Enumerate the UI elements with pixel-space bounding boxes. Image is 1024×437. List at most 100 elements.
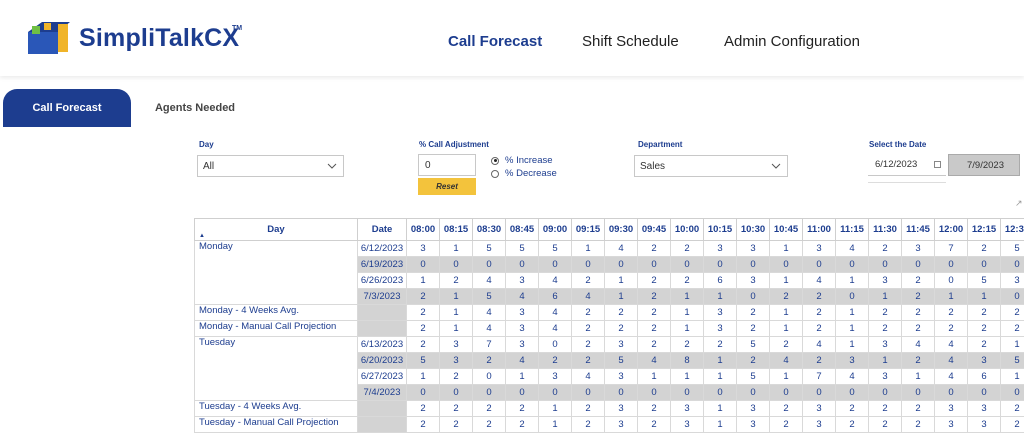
summary-row: Tuesday - Manual Call Projection 2 2 2 2 1 2 3 2…: [194, 416, 1024, 433]
value-cell: 3: [967, 400, 1001, 417]
value-cell: 0: [406, 256, 440, 273]
value-cell: 0: [736, 288, 770, 305]
value-cell: 3: [736, 272, 770, 289]
value-cell: 1: [604, 272, 638, 289]
select-date-label: Select the Date: [869, 140, 927, 149]
value-cell: 4: [604, 240, 638, 257]
column-header-time[interactable]: 08:45: [505, 218, 539, 241]
column-header-time[interactable]: 09:00: [538, 218, 572, 241]
value-cell: 1: [439, 240, 473, 257]
value-cell: 5: [472, 240, 506, 257]
radio-unselected-icon: [491, 169, 499, 178]
value-cell: 3: [604, 336, 638, 353]
column-header-time[interactable]: 09:15: [571, 218, 605, 241]
value-cell: 0: [538, 256, 572, 273]
value-cell: 6: [703, 272, 737, 289]
column-header-time[interactable]: 09:30: [604, 218, 638, 241]
date-cell: 6/19/2023: [357, 256, 407, 273]
value-cell: 0: [1000, 256, 1024, 273]
day-dropdown[interactable]: All: [197, 155, 344, 177]
column-header-time[interactable]: 09:45: [637, 218, 671, 241]
value-cell: 2: [868, 240, 902, 257]
increase-radio[interactable]: % Increase: [491, 155, 553, 166]
department-dropdown[interactable]: Sales: [634, 155, 788, 177]
value-cell: 0: [538, 384, 572, 401]
table-row: 7/4/2023 0 0 0 0 0 0 0 0 0 0 0 0 0 0 0 0 0 0 0: [195, 384, 1024, 401]
value-cell: 0: [802, 256, 836, 273]
date-cell: [357, 416, 407, 433]
value-cell: 3: [703, 320, 737, 337]
logo-trademark: TM: [232, 25, 243, 32]
decrease-radio[interactable]: % Decrease: [491, 168, 557, 179]
tab-agents-needed[interactable]: Agents Needed: [154, 102, 236, 114]
column-header-time[interactable]: 10:45: [769, 218, 803, 241]
value-cell: 2: [802, 320, 836, 337]
value-cell: 1: [406, 272, 440, 289]
value-cell: 0: [967, 384, 1001, 401]
nav-shift-schedule[interactable]: Shift Schedule: [582, 33, 679, 50]
value-cell: 3: [670, 416, 704, 433]
value-cell: 5: [538, 240, 572, 257]
value-cell: 0: [637, 384, 671, 401]
column-header-time[interactable]: 10:00: [670, 218, 704, 241]
reset-button[interactable]: Reset: [418, 178, 476, 195]
logo-text: SimpliTalkCX: [79, 24, 240, 52]
column-header-time[interactable]: 08:30: [472, 218, 506, 241]
nav-admin-configuration[interactable]: Admin Configuration: [724, 33, 860, 50]
app-logo[interactable]: SimpliTalkCX TM: [24, 14, 254, 60]
value-cell: 3: [868, 272, 902, 289]
value-cell: 2: [637, 400, 671, 417]
value-cell: 1: [1000, 336, 1024, 353]
value-cell: 0: [571, 256, 605, 273]
column-header-time[interactable]: 12:30: [1000, 218, 1024, 241]
value-cell: 2: [604, 304, 638, 321]
value-cell: 2: [472, 416, 506, 433]
column-header-time[interactable]: 11:00: [802, 218, 836, 241]
value-cell: 3: [703, 240, 737, 257]
value-cell: 0: [769, 256, 803, 273]
date-from-input[interactable]: 6/12/2023: [868, 154, 946, 176]
value-cell: 3: [868, 368, 902, 385]
nav-call-forecast[interactable]: Call Forecast: [448, 33, 543, 50]
value-cell: 3: [1000, 272, 1024, 289]
value-cell: 4: [538, 272, 572, 289]
value-cell: 2: [835, 416, 869, 433]
value-cell: 0: [703, 384, 737, 401]
value-cell: 4: [472, 272, 506, 289]
value-cell: 5: [472, 288, 506, 305]
value-cell: 2: [505, 400, 539, 417]
chevron-down-icon: [327, 163, 337, 169]
column-header-time[interactable]: 11:15: [835, 218, 869, 241]
value-cell: 3: [406, 240, 440, 257]
calendar-icon[interactable]: [934, 161, 941, 168]
value-cell: 1: [538, 400, 572, 417]
value-cell: 6: [967, 368, 1001, 385]
column-header-time[interactable]: 11:45: [901, 218, 935, 241]
value-cell: 3: [505, 272, 539, 289]
column-header-time[interactable]: 08:00: [406, 218, 440, 241]
column-header-time[interactable]: 08:15: [439, 218, 473, 241]
date-to-input[interactable]: 7/9/2023: [948, 154, 1020, 176]
value-cell: 2: [637, 304, 671, 321]
column-header-time[interactable]: 12:15: [967, 218, 1001, 241]
date-slider-track[interactable]: [868, 182, 946, 183]
call-adjustment-input[interactable]: 0: [418, 154, 476, 176]
value-cell: 0: [439, 384, 473, 401]
column-header-day[interactable]: Day ▲: [194, 218, 358, 241]
value-cell: 2: [967, 336, 1001, 353]
column-header-time[interactable]: 11:30: [868, 218, 902, 241]
value-cell: 1: [439, 304, 473, 321]
value-cell: 4: [835, 368, 869, 385]
sort-ascending-icon[interactable]: ▲: [199, 233, 205, 239]
column-header-time[interactable]: 10:30: [736, 218, 770, 241]
table-row: 6/19/2023 0 0 0 0 0 0 0 0 0 0 0 0 0 0 0 0 0 0 0: [195, 256, 1024, 273]
column-header-time[interactable]: 10:15: [703, 218, 737, 241]
column-header-date[interactable]: Date: [357, 218, 407, 241]
value-cell: 5: [1000, 352, 1024, 369]
value-cell: 4: [901, 336, 935, 353]
scroll-up-icon[interactable]: ↗: [1015, 198, 1023, 208]
column-header-time[interactable]: 12:00: [934, 218, 968, 241]
tab-call-forecast[interactable]: Call Forecast: [3, 89, 131, 127]
value-cell: 4: [934, 352, 968, 369]
value-cell: 1: [703, 400, 737, 417]
